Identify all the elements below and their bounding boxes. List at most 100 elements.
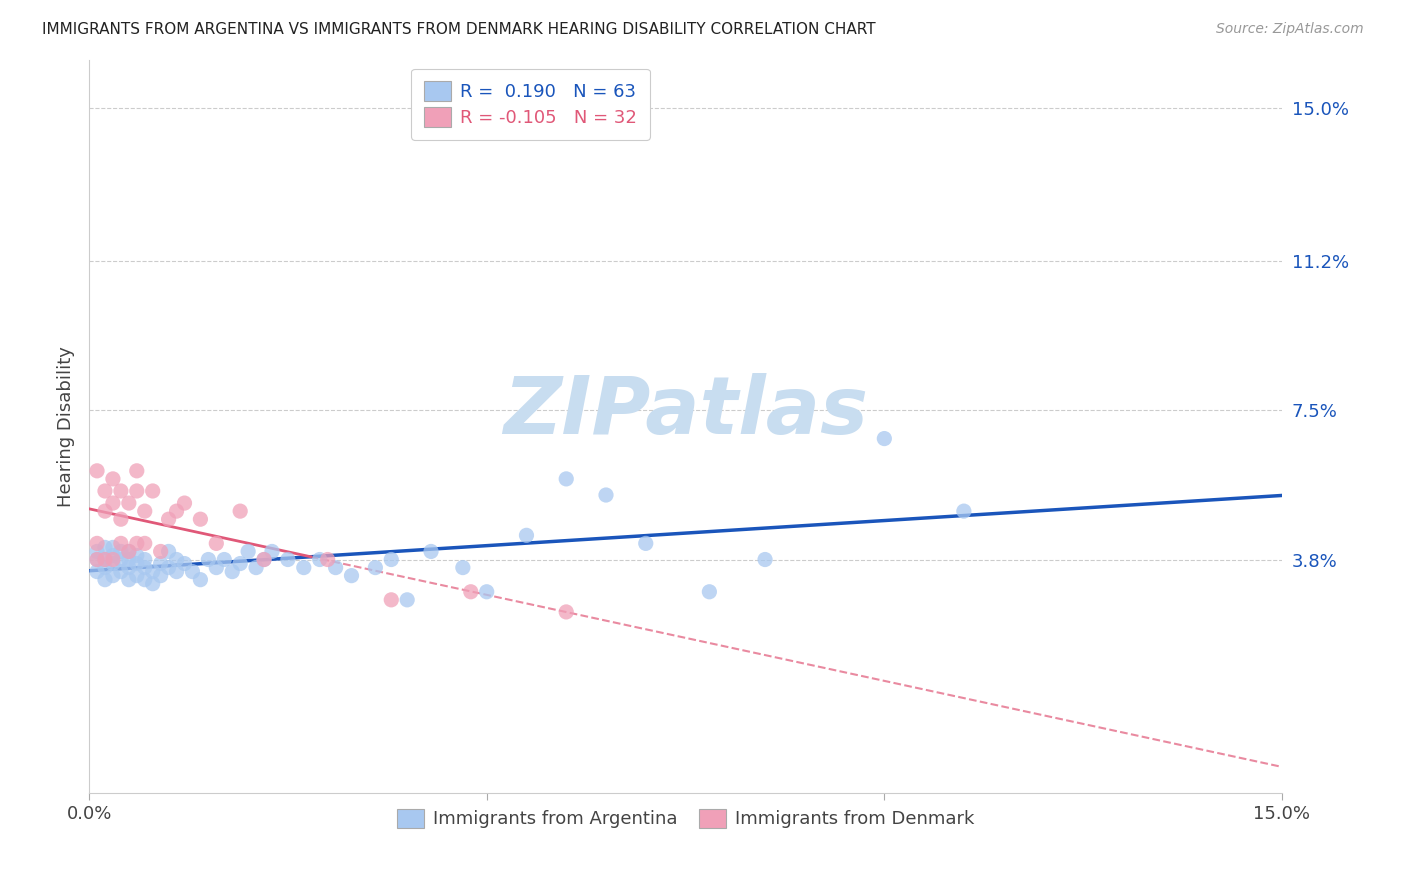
Text: Source: ZipAtlas.com: Source: ZipAtlas.com: [1216, 22, 1364, 37]
Point: [149, 544, 172, 558]
Point: [101, 549, 124, 563]
Legend: Immigrants from Argentina, Immigrants from Denmark: Immigrants from Argentina, Immigrants fr…: [389, 801, 981, 836]
Point: [94, 552, 117, 566]
Point: [214, 552, 236, 566]
Point: [94, 552, 117, 566]
Point: [110, 512, 132, 526]
Point: [94, 483, 117, 498]
Point: [110, 536, 132, 550]
Point: [953, 504, 976, 518]
Point: [149, 557, 172, 571]
Point: [205, 536, 228, 550]
Point: [245, 560, 267, 574]
Point: [190, 573, 212, 587]
Point: [110, 565, 132, 579]
Point: [142, 565, 165, 579]
Point: [125, 549, 148, 563]
Point: [110, 544, 132, 558]
Point: [86, 552, 108, 566]
Point: [340, 568, 363, 582]
Point: [873, 432, 896, 446]
Point: [101, 568, 124, 582]
Point: [94, 560, 117, 574]
Point: [699, 584, 721, 599]
Text: IMMIGRANTS FROM ARGENTINA VS IMMIGRANTS FROM DENMARK HEARING DISABILITY CORRELAT: IMMIGRANTS FROM ARGENTINA VS IMMIGRANTS …: [42, 22, 876, 37]
Point: [101, 541, 124, 555]
Point: [292, 560, 315, 574]
Point: [157, 560, 180, 574]
Point: [86, 464, 108, 478]
Point: [101, 557, 124, 571]
Point: [260, 544, 283, 558]
Point: [125, 568, 148, 582]
Point: [190, 512, 212, 526]
Point: [229, 557, 252, 571]
Point: [229, 504, 252, 518]
Point: [94, 573, 117, 587]
Point: [118, 573, 141, 587]
Point: [118, 496, 141, 510]
Point: [86, 544, 108, 558]
Point: [125, 536, 148, 550]
Point: [205, 560, 228, 574]
Point: [555, 605, 578, 619]
Point: [125, 464, 148, 478]
Point: [316, 552, 339, 566]
Point: [451, 560, 474, 574]
Point: [277, 552, 299, 566]
Point: [157, 512, 180, 526]
Point: [118, 560, 141, 574]
Point: [754, 552, 776, 566]
Point: [380, 592, 402, 607]
Point: [101, 496, 124, 510]
Point: [166, 552, 188, 566]
Point: [221, 565, 243, 579]
Point: [125, 557, 148, 571]
Point: [142, 576, 165, 591]
Point: [555, 472, 578, 486]
Point: [134, 573, 156, 587]
Point: [253, 552, 276, 566]
Point: [236, 544, 259, 558]
Point: [86, 565, 108, 579]
Point: [86, 536, 108, 550]
Point: [364, 560, 387, 574]
Point: [595, 488, 617, 502]
Point: [125, 483, 148, 498]
Text: ZIPatlas: ZIPatlas: [503, 373, 868, 450]
Point: [380, 552, 402, 566]
Point: [118, 552, 141, 566]
Point: [515, 528, 537, 542]
Point: [173, 557, 195, 571]
Point: [475, 584, 498, 599]
Point: [173, 496, 195, 510]
Y-axis label: Hearing Disability: Hearing Disability: [58, 346, 75, 507]
Point: [253, 552, 276, 566]
Point: [166, 504, 188, 518]
Point: [420, 544, 443, 558]
Point: [396, 592, 419, 607]
Point: [157, 544, 180, 558]
Point: [325, 560, 347, 574]
Point: [134, 552, 156, 566]
Point: [308, 552, 330, 566]
Point: [181, 565, 204, 579]
Point: [118, 544, 141, 558]
Point: [94, 504, 117, 518]
Point: [134, 536, 156, 550]
Point: [101, 552, 124, 566]
Point: [460, 584, 482, 599]
Point: [101, 472, 124, 486]
Point: [94, 541, 117, 555]
Point: [86, 552, 108, 566]
Point: [142, 483, 165, 498]
Point: [110, 483, 132, 498]
Point: [118, 544, 141, 558]
Point: [110, 552, 132, 566]
Point: [634, 536, 657, 550]
Point: [134, 560, 156, 574]
Point: [149, 568, 172, 582]
Point: [166, 565, 188, 579]
Point: [197, 552, 219, 566]
Point: [134, 504, 156, 518]
